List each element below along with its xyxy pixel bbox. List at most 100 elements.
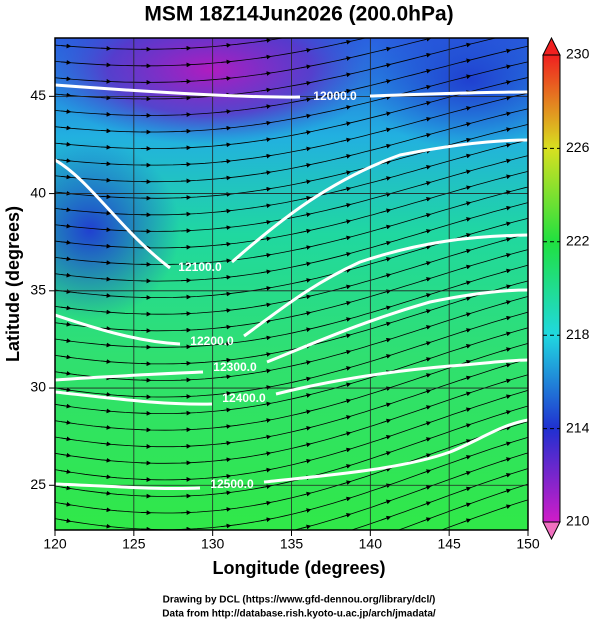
stream-arrow [300, 163, 312, 168]
stream-arrow [220, 192, 232, 197]
stream-arrow [460, 122, 472, 127]
stream-arrow [500, 488, 512, 494]
stream-arrow [220, 274, 232, 280]
stream-arrow [460, 58, 472, 64]
stream-arrow [380, 418, 392, 424]
stream-arrow [340, 300, 352, 306]
stream-arrow [100, 210, 112, 216]
stream-arrow [260, 451, 272, 456]
streamline [55, 45, 528, 116]
stream-arrow [61, 552, 69, 553]
stream-arrow [100, 474, 112, 480]
stream-arrow [460, 106, 472, 111]
stream-arrow [260, 335, 272, 341]
stream-arrow [60, 125, 72, 131]
stream-arrow [220, 142, 232, 148]
streamline [55, 296, 528, 381]
stream-arrow [420, 501, 432, 507]
stream-arrow [100, 276, 112, 282]
x-tick-label: 145 [437, 536, 461, 552]
stream-arrow [220, 175, 232, 181]
stream-arrow [340, 251, 352, 257]
stream-arrow [420, 52, 432, 58]
stream-arrow [220, 125, 232, 131]
stream-arrow [60, 403, 72, 409]
stream-arrow [420, 421, 432, 426]
streamline [397, 483, 528, 530]
stream-arrow [500, 253, 512, 258]
stream-arrow [340, 382, 352, 388]
stream-arrow [220, 523, 232, 529]
x-tick-label: 150 [516, 536, 540, 552]
stream-arrow [340, 349, 352, 355]
stream-arrow [300, 261, 312, 267]
stream-arrow [300, 327, 312, 333]
contour-label: 12200.0 [190, 334, 234, 348]
colorbar-tick-label: 210 [566, 513, 590, 529]
contour-line [55, 358, 528, 406]
streamline [55, 155, 528, 232]
stream-arrow [420, 405, 432, 410]
stream-arrow [100, 260, 112, 266]
stream-arrow [341, 25, 349, 27]
streamline [55, 280, 528, 365]
stream-arrow [300, 310, 312, 316]
stream-arrow [460, 502, 472, 508]
stream-arrow [500, 80, 512, 85]
stream-arrow [420, 38, 432, 42]
stream-arrow [460, 169, 472, 175]
stream-arrow [60, 420, 72, 425]
stream-arrow [260, 170, 272, 176]
stream-arrow [420, 373, 432, 378]
colorbar-tick-label: 222 [566, 233, 590, 249]
streamline [55, 170, 528, 249]
stream-arrow [260, 401, 272, 407]
stream-arrow [460, 280, 472, 286]
stream-arrow [420, 116, 432, 122]
stream-arrow [460, 455, 472, 460]
y-tick-label: 30 [30, 379, 46, 395]
stream-arrow [60, 338, 72, 344]
stream-arrow [101, 542, 109, 543]
stream-arrow [420, 197, 432, 202]
stream-arrow [420, 341, 432, 346]
stream-arrow [260, 252, 272, 258]
stream-arrow [100, 342, 112, 348]
stream-arrow [100, 441, 112, 447]
stream-arrow [300, 146, 312, 152]
stream-arrow [340, 496, 352, 502]
streamline [55, 311, 528, 398]
stream-arrow [460, 264, 472, 270]
stream-arrow [460, 344, 472, 349]
stream-arrow [340, 447, 352, 453]
stream-arrow [260, 236, 272, 242]
stream-arrow [60, 370, 72, 376]
stream-arrow [460, 328, 472, 333]
stream-arrow [260, 54, 272, 60]
stream-arrow [380, 451, 392, 456]
stream-arrow [260, 285, 272, 291]
stream-arrow [460, 74, 472, 80]
stream-arrow [380, 62, 392, 68]
stream-arrow [261, 552, 269, 554]
stream-arrow [420, 261, 432, 266]
streamline [55, 92, 528, 166]
colorbar-tick-label: 226 [566, 139, 590, 155]
stream-arrow [460, 486, 472, 492]
stream-arrow [100, 293, 112, 298]
stream-arrow [300, 360, 312, 365]
stream-arrow [220, 208, 232, 214]
stream-arrow [60, 469, 72, 474]
stream-arrow [220, 42, 232, 48]
x-axis-label: Longitude (degrees) [212, 558, 385, 578]
stream-arrow [500, 95, 512, 101]
stream-arrow [260, 484, 272, 489]
streamline [55, 186, 528, 265]
streamline [55, 421, 528, 514]
colorbar-extend [542, 36, 561, 56]
x-tick-label: 135 [280, 536, 304, 552]
streamline [440, 499, 528, 530]
stream-arrow [381, 533, 389, 536]
stream-arrow [60, 305, 72, 311]
stream-arrow [420, 181, 432, 186]
